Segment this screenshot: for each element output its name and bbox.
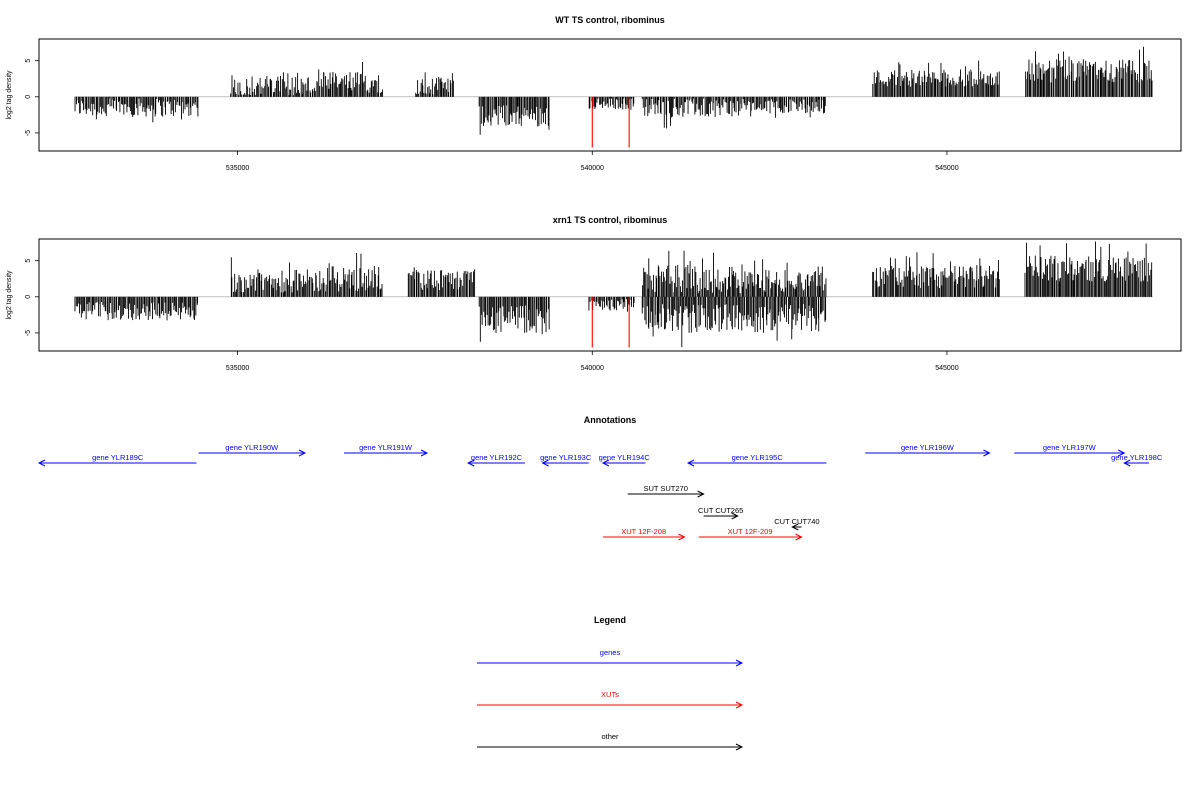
feature-label: gene YLR198C bbox=[1111, 453, 1163, 462]
gene-feature: gene YLR191W bbox=[344, 443, 429, 457]
arrow-head bbox=[37, 459, 46, 467]
feature-label: XUT 12F-208 bbox=[621, 527, 666, 536]
arrow-head bbox=[983, 449, 991, 457]
x-axis: 535000 540000 545000 bbox=[226, 351, 959, 372]
legend-label: genes bbox=[600, 648, 621, 657]
gene-feature: gene YLR189C bbox=[37, 453, 197, 467]
feature-label: gene YLR197W bbox=[1043, 443, 1097, 452]
feature-label: gene YLR193C bbox=[540, 453, 592, 462]
feature-label: CUT CUT740 bbox=[774, 517, 819, 526]
legend-label: XUTs bbox=[601, 690, 619, 699]
legend-items: genes XUTs other bbox=[477, 648, 744, 751]
xut-feature: XUT 12F-209 bbox=[698, 527, 803, 541]
feature-label: gene YLR194C bbox=[599, 453, 651, 462]
y-tick-label: -5 bbox=[25, 130, 32, 136]
arrow-head bbox=[467, 459, 475, 467]
legend-title: Legend bbox=[594, 615, 626, 625]
arrow-head bbox=[298, 449, 307, 457]
plot-frame bbox=[38, 238, 1182, 352]
gene-feature: gene YLR192C bbox=[467, 453, 525, 467]
legend-label: other bbox=[601, 732, 619, 741]
x-tick-label: 545000 bbox=[935, 365, 958, 372]
arrow-head bbox=[791, 523, 799, 531]
arrow-head bbox=[795, 533, 803, 541]
x-tick-label: 535000 bbox=[226, 165, 249, 172]
feature-label: gene YLR196W bbox=[901, 443, 955, 452]
wt-signal-panel: WT TS control, ribominus -5 0 5 535000 5400… bbox=[6, 15, 1182, 172]
panel-title: WT TS control, ribominus bbox=[555, 15, 665, 25]
arrow-head bbox=[697, 490, 705, 498]
y-axis: -5 0 5 bbox=[25, 259, 39, 336]
feature-label: XUT 12F-209 bbox=[728, 527, 773, 536]
feature-label: gene YLR191W bbox=[359, 443, 413, 452]
xut-feature: XUT 12F-208 bbox=[602, 527, 686, 541]
arrow-head bbox=[735, 701, 744, 709]
feature-label: gene YLR195C bbox=[732, 453, 784, 462]
xrn1-signal-panel: xrn1 TS control, ribominus -5 0 5 535000 54… bbox=[6, 215, 1182, 372]
y-tick-label: 0 bbox=[25, 295, 32, 299]
arrow-head bbox=[1123, 459, 1131, 467]
legend-item: XUTs bbox=[477, 690, 744, 709]
arrow-head bbox=[735, 743, 744, 751]
y-axis-label: log2 tag density bbox=[6, 270, 13, 320]
gene-feature: gene YLR190W bbox=[198, 443, 307, 457]
gene-feature: gene YLR196W bbox=[865, 443, 991, 457]
arrow-head bbox=[1118, 449, 1126, 457]
y-tick-label: 5 bbox=[25, 59, 32, 63]
x-axis: 535000 540000 545000 bbox=[226, 151, 959, 172]
gene-feature: gene YLR193C bbox=[540, 453, 592, 467]
x-tick-label: 540000 bbox=[581, 165, 604, 172]
plot-frame bbox=[38, 38, 1182, 152]
arrow-head bbox=[541, 459, 549, 467]
x-tick-label: 545000 bbox=[935, 165, 958, 172]
gene-feature: gene YLR197W bbox=[1014, 443, 1126, 457]
gene-feature: gene YLR194C bbox=[599, 453, 651, 467]
arrow-head bbox=[678, 533, 686, 541]
y-tick-label: 0 bbox=[25, 95, 32, 99]
y-axis: -5 0 5 bbox=[25, 59, 39, 136]
feature-label: CUT CUT265 bbox=[698, 506, 743, 515]
legend: Legend genes XUTs other bbox=[477, 615, 744, 751]
feature-arrows: gene YLR189C gene YLR190W gene YLR191W gene… bbox=[37, 443, 1163, 541]
y-tick-label: 5 bbox=[25, 259, 32, 263]
signal-bars bbox=[74, 46, 1153, 135]
annotations-title: Annotations bbox=[584, 415, 637, 425]
arrow-head bbox=[686, 459, 695, 467]
highlight-markers bbox=[591, 96, 630, 148]
legend-item: other bbox=[477, 732, 744, 751]
gene-feature: gene YLR198C bbox=[1111, 453, 1163, 467]
arrow-head bbox=[601, 459, 610, 467]
feature-label: gene YLR190W bbox=[225, 443, 279, 452]
signal-bars bbox=[74, 241, 1153, 348]
feature-label: gene YLR192C bbox=[471, 453, 523, 462]
arrow-head bbox=[731, 512, 739, 520]
feature-label: SUT SUT270 bbox=[643, 484, 687, 493]
y-axis-label: log2 tag density bbox=[6, 70, 13, 120]
arrow-head bbox=[735, 659, 744, 667]
panel-title: xrn1 TS control, ribominus bbox=[553, 215, 668, 225]
highlight-markers bbox=[591, 296, 630, 348]
arrow-head bbox=[420, 449, 429, 457]
y-tick-label: -5 bbox=[25, 330, 32, 336]
x-tick-label: 535000 bbox=[226, 365, 249, 372]
other-feature: CUT CUT265 bbox=[698, 506, 743, 520]
gene-feature: gene YLR195C bbox=[686, 453, 827, 467]
x-tick-label: 540000 bbox=[581, 365, 604, 372]
feature-label: gene YLR189C bbox=[92, 453, 144, 462]
other-feature: SUT SUT270 bbox=[627, 484, 705, 498]
legend-item: genes bbox=[477, 648, 744, 667]
other-feature: CUT CUT740 bbox=[774, 517, 820, 531]
